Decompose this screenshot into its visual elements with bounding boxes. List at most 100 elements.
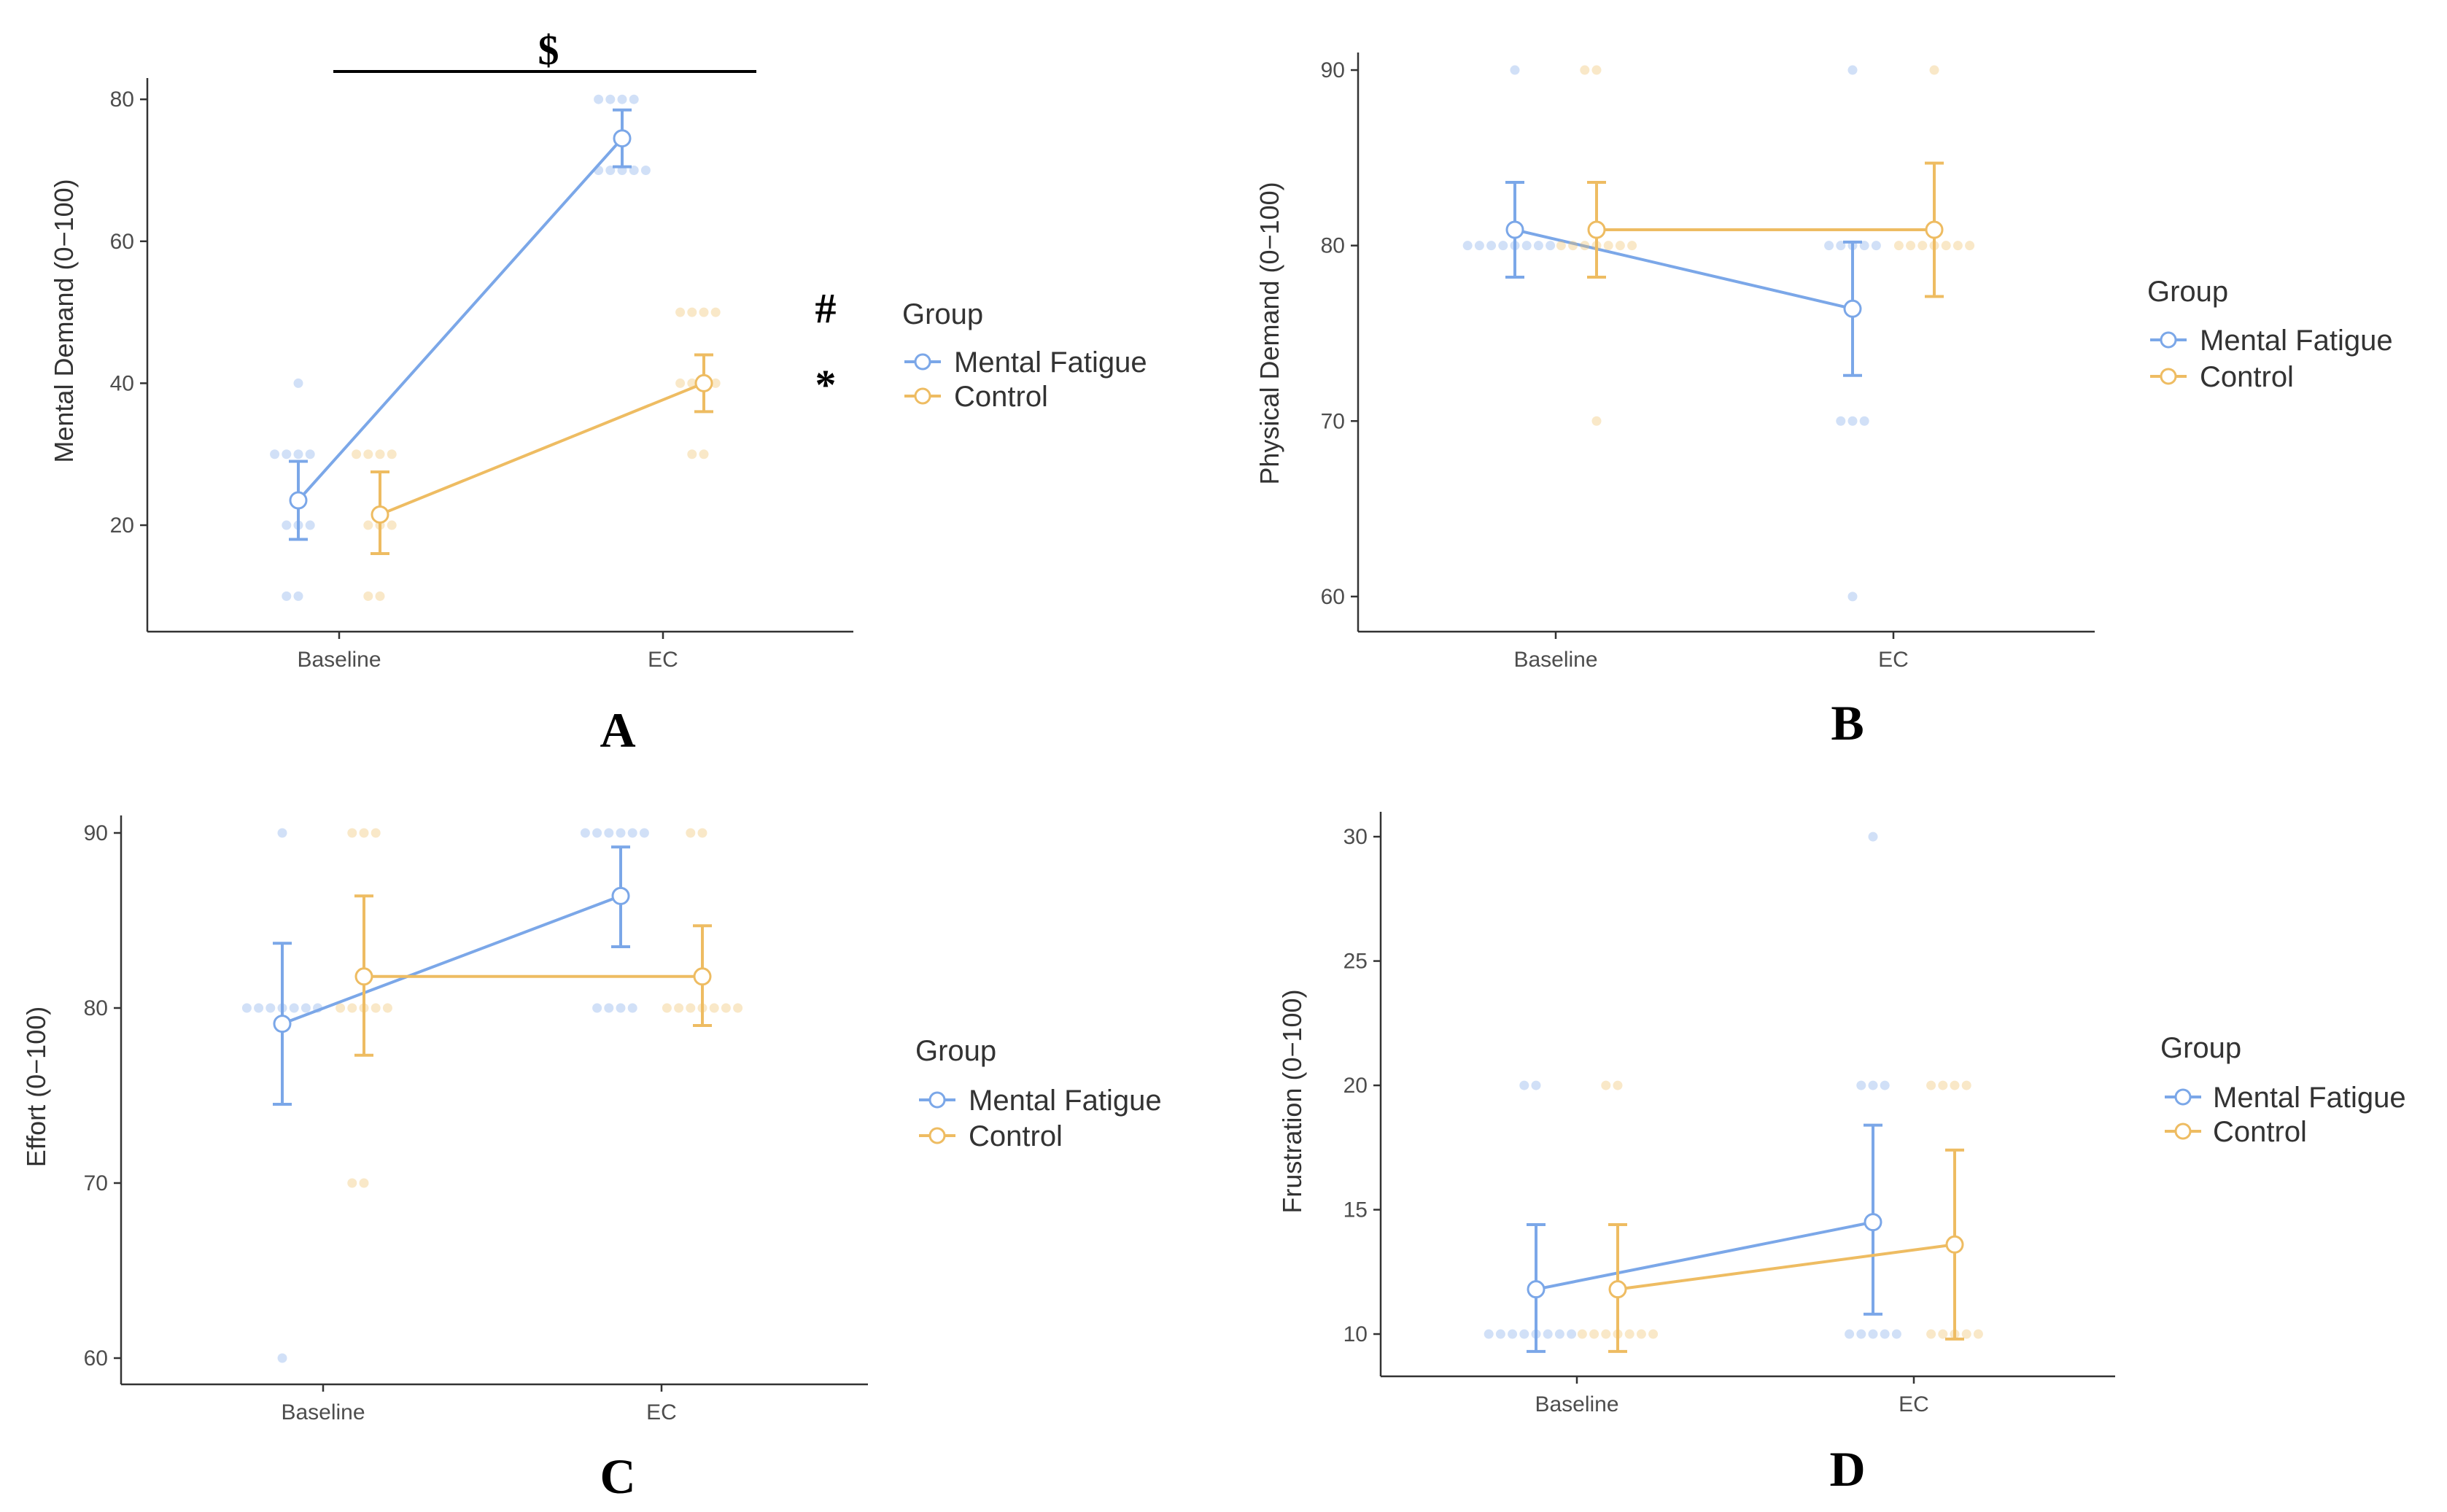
panel-b-control-observation-point [1952, 241, 1963, 251]
panel-c-effort: Effort (0−100) Group Mental Fatigue Cont… [21, 815, 1162, 1504]
panel-d-y-axis-label: Frustration (0−100) [1277, 989, 1307, 1213]
panel-a-mental-fatigue-observation-point [594, 94, 604, 104]
panel-c-legend: Group Mental Fatigue Control [915, 1035, 1162, 1152]
panel-d-control-observation-point [1938, 1329, 1948, 1339]
panel-b-control-observation-point [1603, 241, 1613, 251]
panel-d-mental-fatigue-observation-point [1868, 1329, 1878, 1339]
panel-b-x-tick-label-baseline: Baseline [1513, 648, 1597, 672]
panel-b-mental-fatigue-observation-point [1546, 241, 1556, 251]
panel-d-control-observation-point [1926, 1080, 1936, 1090]
panel-c-control-observation-point [674, 1003, 684, 1013]
panel-c-mental-fatigue-observation-point [300, 1003, 311, 1013]
panel-b-control-observation-point [1568, 241, 1578, 251]
panel-d-mental-fatigue-observation-point [1567, 1329, 1577, 1339]
panel-b-control-observation-point [1591, 65, 1602, 75]
panel-b-x-tick-label-ec: EC [1878, 648, 1909, 672]
panel-a-legend-title: Group [902, 298, 983, 330]
panel-a-star-annotation: * [815, 361, 837, 408]
panel-a-hash-annotation: # [815, 284, 837, 332]
panel-b-legend-control-label: Control [2200, 361, 2294, 393]
panel-c-control-mean-point-baseline [354, 967, 373, 986]
panel-d-control-observation-point [1961, 1080, 1971, 1090]
panel-c-mental-fatigue-observation-point [265, 1003, 276, 1013]
panel-c-y-tick-label: 70 [84, 1171, 108, 1195]
panel-d-control-mean-point-ec [1945, 1235, 1964, 1254]
panel-c-control-observation-point [686, 1003, 696, 1013]
panel-a-mental-fatigue-mean-line [297, 137, 624, 502]
panel-d-mental-fatigue-observation-point [1856, 1080, 1866, 1090]
panel-c-legend-mf-point-key [928, 1091, 946, 1109]
panel-c-mental-fatigue-observation-point [289, 1003, 299, 1013]
panel-b-control-observation-point [1615, 241, 1625, 251]
panel-b-legend-mf-point-key [2160, 331, 2177, 349]
panel-b-mental-fatigue-observation-point [1533, 241, 1543, 251]
panel-a-mental-fatigue-observation-point [617, 94, 627, 104]
panel-c-control-observation-point [697, 828, 707, 838]
panel-b-mental-fatigue-observation-point [1498, 241, 1508, 251]
panel-c-control-observation-point [371, 1003, 381, 1013]
panel-d-y-tick-label: 30 [1343, 825, 1368, 849]
panel-d-control-observation-point [1577, 1329, 1587, 1339]
panel-c-mental-fatigue-observation-point [277, 828, 287, 838]
panel-d-frustration: Frustration (0−100) Group Mental Fatigue… [1277, 812, 2406, 1497]
panel-a-y-tick-label: 80 [110, 88, 134, 112]
panel-c-x-tick-label-ec: EC [646, 1400, 677, 1424]
panel-a-control-observation-point [363, 449, 373, 460]
panel-c-control-observation-point [686, 828, 696, 838]
panel-a-legend: Group Mental Fatigue Control [902, 298, 1147, 413]
panel-b-mental-fatigue-observation-point [1847, 65, 1858, 75]
panel-d-control-observation-point [1589, 1329, 1599, 1339]
panel-c-control-mean-point-ec [693, 967, 712, 986]
panel-a-mental-fatigue-observation-point [640, 166, 651, 175]
panel-a-y-tick-label: 40 [110, 371, 134, 395]
panel-c-mental-fatigue-mean-point-ec [611, 886, 630, 905]
panel-a-legend-control-label: Control [954, 381, 1048, 413]
panel-a-mental-fatigue-observation-point [605, 94, 616, 104]
panel-c-control-observation-point [359, 1178, 369, 1188]
panel-a-control-observation-point [710, 378, 721, 388]
panel-d-control-observation-point [1601, 1080, 1611, 1090]
panel-b-physical-demand: Physical Demand (0−100) Group Mental Fat… [1254, 53, 2393, 751]
panel-c-control-observation-point [733, 1003, 743, 1013]
panel-d-y-tick-label: 25 [1343, 950, 1368, 974]
panel-a-control-mean-line [379, 381, 705, 516]
panel-d-mental-fatigue-observation-point [1484, 1329, 1494, 1339]
panel-b-legend: Group Mental Fatigue Control [2147, 276, 2393, 393]
panel-d-mental-fatigue-observation-point [1554, 1329, 1564, 1339]
panel-d-control-mean-line [1617, 1243, 1955, 1291]
panel-b-mental-fatigue-observation-point [1859, 416, 1869, 426]
panel-b-mental-fatigue-observation-point [1462, 241, 1473, 251]
panel-c-control-observation-point [721, 1003, 731, 1013]
panel-d-control-observation-point [1601, 1329, 1611, 1339]
panel-d-mental-fatigue-observation-point [1519, 1080, 1529, 1090]
panel-b-y-tick-label: 70 [1321, 409, 1345, 433]
panel-a-y-tick-label: 60 [110, 230, 134, 254]
panel-c-control-observation-point [709, 1003, 719, 1013]
panel-a-control-observation-point [687, 449, 697, 460]
panel-a-control-observation-point [375, 449, 385, 460]
panel-b-control-observation-point [1591, 416, 1602, 426]
panel-b-mental-fatigue-observation-point [1824, 241, 1834, 251]
panel-d-y-tick-label: 20 [1343, 1074, 1368, 1098]
panel-d-control-observation-point [1950, 1080, 1960, 1090]
panel-b-y-axis-label: Physical Demand (0−100) [1254, 182, 1284, 484]
panel-b-control-mean-point-baseline [1587, 220, 1606, 239]
panel-d-legend-title: Group [2160, 1032, 2241, 1064]
panel-d-mental-fatigue-mean-point-baseline [1527, 1280, 1546, 1299]
panel-d-control-observation-point [1926, 1329, 1936, 1339]
panel-a-legend-mental-fatigue-label: Mental Fatigue [954, 346, 1147, 379]
panel-d-control-observation-point [1613, 1080, 1623, 1090]
panel-a-x-tick-label-baseline: Baseline [297, 648, 381, 672]
panel-c-mental-fatigue-observation-point [254, 1003, 264, 1013]
panel-b-control-observation-point [1627, 241, 1637, 251]
panel-b-mental-fatigue-mean-point-baseline [1505, 220, 1524, 239]
panel-a-control-observation-point [363, 520, 373, 530]
panel-a-mental-fatigue-mean-point-baseline [289, 491, 308, 510]
panel-d-control-observation-point [1636, 1329, 1646, 1339]
panel-d-letter: D [1829, 1441, 1865, 1497]
panel-d-mental-fatigue-observation-point [1495, 1329, 1505, 1339]
panel-a-mental-fatigue-observation-point [305, 520, 315, 530]
panel-b-mental-fatigue-mean-line [1514, 228, 1853, 311]
